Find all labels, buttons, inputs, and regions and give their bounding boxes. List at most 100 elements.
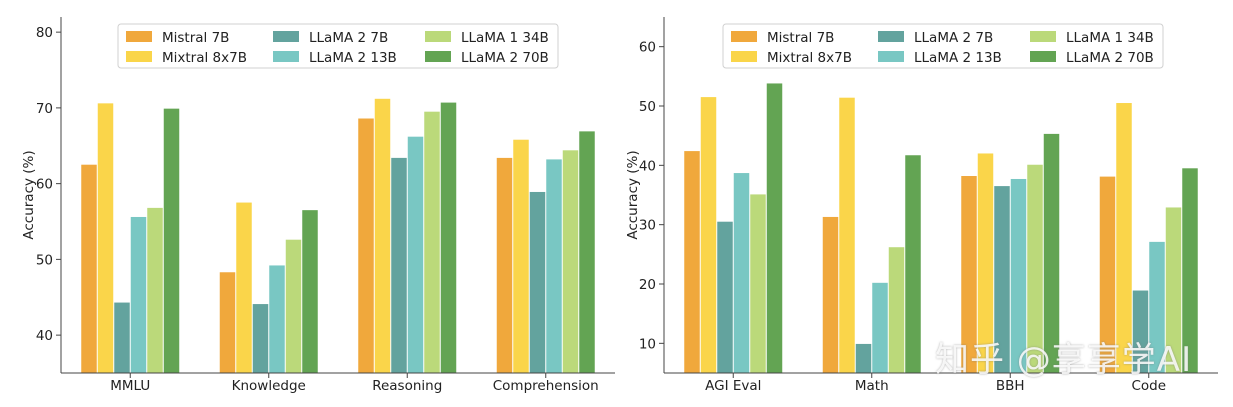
bar-llama-2-70b-mmlu	[163, 108, 180, 374]
legend-swatch	[273, 31, 299, 42]
bar-mixtral-8x7b-code	[1116, 103, 1132, 373]
bar-llama-2-13b-reasoning	[407, 136, 424, 373]
bar-mistral-7b-mmlu	[81, 164, 97, 373]
legend-swatch	[425, 51, 451, 62]
y-tick-label: 80	[36, 25, 53, 41]
bar-llama-2-70b-code	[1182, 168, 1198, 373]
legend-swatch	[126, 31, 152, 42]
bar-llama-2-70b-comprehension	[579, 131, 595, 373]
legend-label: LLaMA 2 13B	[914, 50, 1002, 66]
bar-llama-2-13b-mmlu	[130, 216, 147, 373]
bar-llama-1-34b-mmlu	[147, 207, 163, 373]
bar-llama-1-34b-math	[888, 247, 905, 373]
x-tick-label: BBH	[996, 378, 1025, 394]
bar-llama-2-7b-code	[1132, 290, 1149, 373]
bar-mistral-7b-knowledge	[219, 272, 236, 373]
bar-mixtral-8x7b-math	[839, 97, 855, 373]
legend-label: LLaMA 2 70B	[1066, 50, 1154, 66]
y-tick-label: 60	[36, 177, 53, 193]
bar-llama-1-34b-bbh	[1027, 164, 1043, 373]
y-tick-label: 50	[36, 252, 53, 268]
legend-label: LLaMA 2 7B	[914, 30, 993, 46]
bar-mistral-7b-math	[822, 216, 839, 373]
legend-swatch	[731, 31, 757, 42]
bar-mixtral-8x7b-agi-eval	[700, 97, 717, 373]
y-tick-label: 50	[639, 99, 656, 115]
y-axis-label: Accuracy (%)	[21, 150, 37, 239]
x-tick-label: Comprehension	[493, 378, 599, 394]
legend-label: LLaMA 1 34B	[461, 30, 549, 46]
legend-swatch	[126, 51, 152, 62]
y-axis-label: Accuracy (%)	[625, 150, 641, 239]
bar-llama-2-7b-reasoning	[391, 157, 407, 373]
legend-label: LLaMA 1 34B	[1066, 30, 1154, 46]
legend: Mistral 7B Mixtral 8x7B LLaMA 2 7B LLaMA 2 …	[117, 23, 559, 69]
bar-mixtral-8x7b-comprehension	[513, 139, 529, 373]
legend-label: Mistral 7B	[162, 30, 229, 46]
bar-llama-2-7b-comprehension	[529, 191, 546, 373]
x-tick-label: Knowledge	[232, 378, 306, 394]
bar-llama-2-13b-math	[872, 282, 888, 373]
bar-llama-1-34b-comprehension	[562, 150, 579, 373]
bar-mistral-7b-comprehension	[496, 157, 513, 373]
legend-swatch	[878, 31, 904, 42]
chart-panel-1: 40 50 60 70 80 MMLU Knowledge Reasoning Comprehe…	[21, 17, 615, 394]
bar-mixtral-8x7b-reasoning	[374, 98, 391, 374]
bar-llama-1-34b-reasoning	[424, 111, 440, 374]
bar-llama-1-34b-agi-eval	[750, 194, 766, 373]
bar-mistral-7b-reasoning	[358, 118, 374, 373]
y-tick-label: 30	[639, 218, 656, 234]
legend-swatch	[1030, 51, 1056, 62]
x-tick-label: Math	[855, 378, 889, 394]
bar-llama-2-70b-agi-eval	[766, 83, 783, 373]
bar-mixtral-8x7b-mmlu	[97, 103, 114, 373]
y-tick-label: 40	[36, 328, 53, 344]
x-tick-label: MMLU	[110, 378, 150, 394]
x-tick-label: Code	[1131, 378, 1166, 394]
bar-llama-2-13b-bbh	[1010, 178, 1027, 373]
bar-llama-1-34b-knowledge	[285, 239, 302, 373]
legend-label: Mixtral 8x7B	[162, 50, 247, 66]
y-tick-label: 60	[639, 40, 656, 56]
bar-llama-1-34b-code	[1165, 207, 1182, 373]
bar-mistral-7b-agi-eval	[684, 151, 700, 373]
bar-llama-2-13b-agi-eval	[733, 173, 750, 373]
bar-llama-2-13b-code	[1149, 241, 1165, 373]
bar-mistral-7b-code	[1099, 176, 1116, 373]
bar-llama-2-7b-agi-eval	[717, 221, 733, 373]
y-tick-label: 10	[639, 336, 656, 352]
bar-llama-2-70b-bbh	[1043, 133, 1060, 373]
y-tick-label: 40	[639, 158, 656, 174]
bar-mixtral-8x7b-knowledge	[236, 202, 252, 373]
bar-llama-2-7b-math	[855, 343, 872, 373]
bar-llama-2-7b-mmlu	[114, 302, 130, 373]
legend: Mistral 7B Mixtral 8x7B LLaMA 2 7B LLaMA 2 …	[722, 23, 1164, 69]
y-tick-label: 20	[639, 277, 656, 293]
legend-label: LLaMA 2 13B	[309, 50, 397, 66]
legend-label: LLaMA 2 70B	[461, 50, 549, 66]
legend-swatch	[1030, 31, 1056, 42]
watermark: 知乎 @享享学AI	[935, 340, 1193, 380]
bar-llama-2-70b-math	[905, 155, 921, 373]
legend-swatch	[878, 51, 904, 62]
bar-mixtral-8x7b-bbh	[977, 153, 994, 373]
x-tick-label: Reasoning	[372, 378, 442, 394]
legend-swatch	[731, 51, 757, 62]
chart-panel-2: 10 20 30 40 50 60 AGI Eval Math BBH Code Accuracy …	[625, 17, 1218, 394]
legend-swatch	[425, 31, 451, 42]
legend-label: Mixtral 8x7B	[767, 50, 852, 66]
y-tick-label: 70	[36, 101, 53, 117]
bar-llama-2-13b-comprehension	[546, 159, 562, 373]
bar-llama-2-70b-reasoning	[440, 102, 457, 373]
bar-mistral-7b-bbh	[961, 176, 977, 373]
bar-llama-2-70b-knowledge	[302, 210, 318, 373]
x-tick-label: AGI Eval	[705, 378, 761, 394]
bar-llama-2-13b-knowledge	[269, 265, 285, 373]
legend-swatch	[273, 51, 299, 62]
bar-llama-2-7b-knowledge	[252, 304, 269, 373]
bar-llama-2-7b-bbh	[994, 186, 1010, 373]
legend-label: Mistral 7B	[767, 30, 834, 46]
legend-label: LLaMA 2 7B	[309, 30, 388, 46]
